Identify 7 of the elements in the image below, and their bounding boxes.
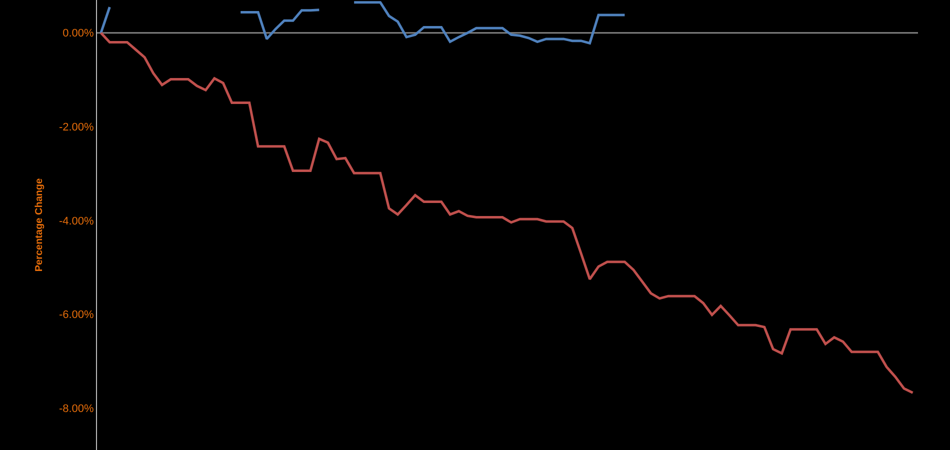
y-tick-label: -2.00% <box>58 122 94 134</box>
y-tick-label: 0.00% <box>62 28 94 40</box>
y-tick-label: -8.00% <box>58 403 94 416</box>
y-tick-label: -6.00% <box>58 309 94 322</box>
y-axis-title: Percentage Change <box>34 178 45 272</box>
y-tick-label: -4.00% <box>58 215 94 228</box>
line-series <box>100 32 914 394</box>
